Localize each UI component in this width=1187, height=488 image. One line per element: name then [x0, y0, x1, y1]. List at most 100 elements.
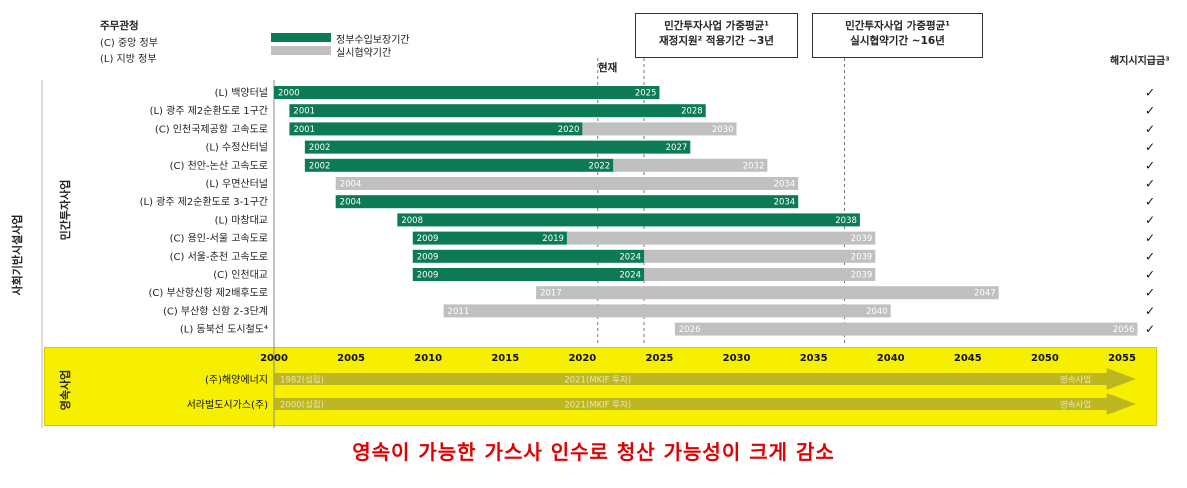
legend-guarantee-label: 정부수입보장기간: [336, 35, 410, 46]
project-label: (L) 광주 제2순환도로 3-1구간: [140, 196, 268, 208]
bar-guarantee: [412, 249, 645, 263]
bar-concession: [335, 177, 799, 190]
x-tick-label: 2035: [800, 353, 828, 364]
bar-start-label: 2002: [309, 161, 331, 171]
perpetual-end-label: 영속사업: [1060, 400, 1091, 411]
bar-guarantee: [304, 140, 691, 154]
bar-start-label: 2002: [309, 143, 331, 153]
bar-concession: [613, 158, 768, 172]
bar-end-label: 2040: [866, 307, 888, 317]
bar-guarantee: [412, 231, 567, 245]
bar-guarantee: [412, 268, 645, 281]
legend-actual-swatch: [271, 46, 331, 55]
termination-check-icon: ✓: [1145, 177, 1155, 191]
bar-end-label: 2056: [1113, 325, 1135, 335]
project-label: (L) 우면산터널: [205, 178, 268, 190]
bar-start-label: 2004: [340, 198, 362, 208]
perpetual-arrow-head: [1106, 368, 1136, 390]
bar-start-label: 2009: [417, 271, 439, 281]
legend-actual-label: 실시협약기간: [336, 48, 392, 59]
x-tick-label: 2000: [260, 353, 288, 364]
perpetual-arrow-body: [274, 398, 1107, 410]
project-label: (L) 백양터널: [215, 87, 268, 99]
subtitle-message: 영속이 가능한 가스사 인수로 청산 가능성이 크게 감소: [352, 440, 835, 464]
bar-mid-label: 2019: [542, 234, 564, 244]
legend-local: (L) 지방 정부: [100, 54, 157, 65]
termination-check-icon: ✓: [1145, 104, 1155, 118]
bar-mid-label: 2024: [619, 252, 641, 262]
perpetual-arrow-body: [274, 373, 1107, 385]
bar-end-label: 2025: [635, 89, 657, 99]
x-tick-label: 2020: [568, 353, 596, 364]
callout-box1-line2: 재정지원² 적용기간 ~3년: [659, 35, 774, 47]
bar-end-label: 2039: [851, 252, 873, 262]
bar-concession: [536, 286, 999, 300]
bar-start-label: 2009: [417, 234, 439, 244]
perpetual-end-label: 영속사업: [1060, 375, 1091, 386]
bar-end-label: 2030: [712, 125, 734, 135]
bar-end-label: 2047: [974, 289, 996, 299]
bar-end-label: 2034: [774, 180, 796, 190]
legend-ministry: 주무관청 (C) 중앙 정부 (L) 지방 정부: [100, 18, 158, 65]
bar-end-label: 2034: [774, 198, 796, 208]
bar-guarantee: [289, 104, 706, 118]
bar-end-label: 2039: [851, 234, 873, 244]
bar-start-label: 2017: [540, 289, 562, 299]
bar-start-label: 2000: [278, 89, 300, 99]
bar-guarantee: [304, 158, 614, 172]
bar-start-label: 2009: [417, 252, 439, 262]
termination-check-icon: ✓: [1145, 249, 1155, 263]
x-tick-label: 2055: [1108, 353, 1136, 364]
bar-start-label: 2008: [401, 216, 423, 226]
project-label: (C) 부산항 신항 2-3단계: [163, 305, 268, 317]
x-tick-label: 2015: [491, 353, 519, 364]
termination-check-icon: ✓: [1145, 158, 1155, 172]
bar-end-label: 2039: [851, 271, 873, 281]
x-tick-label: 2040: [877, 353, 905, 364]
bar-concession: [644, 249, 876, 263]
bar-mid-label: 2020: [558, 125, 580, 135]
project-label: (L) 동북선 도시철도⁴: [180, 324, 268, 336]
bar-guarantee: [397, 213, 860, 227]
callout-box-concession-period: 민간투자사업 가중평균¹ 실시협약기간 ~16년: [812, 13, 983, 58]
termination-check-icon: ✓: [1145, 213, 1155, 227]
perpetual-company-label: 서라벌도시가스(주): [187, 399, 269, 411]
termination-check-icon: ✓: [1145, 231, 1155, 245]
project-label: (C) 천안-논산 고속도로: [170, 160, 268, 172]
bar-end-label: 2038: [835, 216, 857, 226]
project-label: (C) 서울-춘천 고속도로: [170, 251, 268, 263]
x-tick-label: 2030: [723, 353, 751, 364]
perpetual-arrow-head: [1106, 393, 1136, 415]
bar-guarantee: [335, 195, 799, 209]
perpetual-start-label: 2000(설립): [280, 400, 324, 411]
termination-check-icon: ✓: [1145, 268, 1155, 282]
perpetual-mid-label: 2021(MKIF 투자): [564, 376, 631, 386]
x-tick-label: 2050: [1031, 353, 1059, 364]
bar-start-label: 2001: [293, 125, 315, 135]
project-label: (C) 부산항신항 제2배후도로: [148, 287, 268, 299]
project-label: (L) 광주 제2순환도로 1구간: [150, 105, 268, 117]
x-tick-label: 2045: [954, 353, 982, 364]
legend-central: (C) 중앙 정부: [100, 38, 158, 49]
bar-mid-label: 2022: [589, 161, 611, 171]
termination-check-icon: ✓: [1145, 195, 1155, 209]
perpetual-company-label: (주)해양에너지: [205, 373, 268, 386]
legend-guarantee-swatch: [271, 33, 331, 42]
bar-guarantee: [289, 122, 583, 136]
termination-payment-label: 해지시지급금³: [1110, 56, 1170, 67]
bar-end-label: 2027: [666, 143, 688, 153]
termination-check-icon: ✓: [1145, 304, 1155, 318]
bar-concession: [443, 304, 891, 318]
callout-box2-line2: 실시협약기간 ~16년: [850, 35, 945, 47]
bar-start-label: 2026: [679, 325, 701, 335]
project-label: (C) 용인-서울 고속도로: [170, 233, 268, 245]
bar-start-label: 2004: [340, 180, 362, 190]
termination-check-icon: ✓: [1145, 122, 1155, 136]
callout-box1-line1: 민간투자사업 가중평균¹: [664, 20, 769, 32]
bar-concession: [674, 322, 1138, 336]
perpetual-business-band: [44, 347, 1157, 426]
bar-start-label: 2011: [448, 307, 470, 317]
termination-check-icon: ✓: [1145, 140, 1155, 154]
x-tick-label: 2010: [414, 353, 442, 364]
